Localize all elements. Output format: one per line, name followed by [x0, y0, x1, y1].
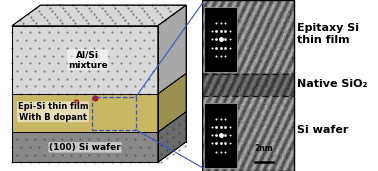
Text: (100) Si wafer: (100) Si wafer — [49, 143, 121, 152]
Text: Al/Si
mixture: Al/Si mixture — [68, 50, 108, 70]
Polygon shape — [12, 5, 186, 26]
Text: Si wafer: Si wafer — [297, 125, 349, 135]
Text: 2nm: 2nm — [254, 144, 273, 153]
Polygon shape — [158, 74, 186, 132]
Polygon shape — [12, 132, 158, 162]
Polygon shape — [158, 112, 186, 162]
Text: Epitaxy Si
thin film: Epitaxy Si thin film — [297, 23, 359, 45]
Bar — [204, 103, 237, 168]
Bar — [204, 7, 237, 72]
Polygon shape — [158, 5, 186, 94]
Polygon shape — [12, 94, 158, 132]
Text: Epi-Si thin film
With B dopant: Epi-Si thin film With B dopant — [18, 102, 88, 122]
Text: Native SiO₂: Native SiO₂ — [297, 79, 367, 89]
Polygon shape — [12, 26, 158, 94]
